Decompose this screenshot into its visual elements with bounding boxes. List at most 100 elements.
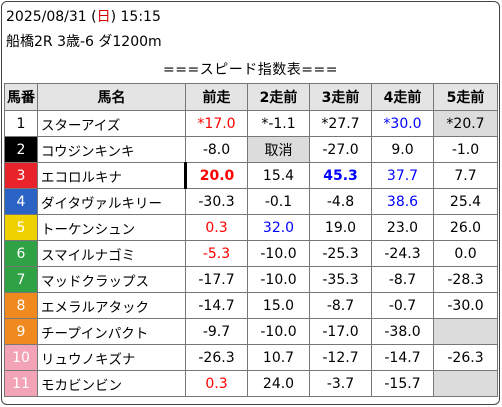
table-row: 3 エコロルキナ 20.0 15.4 45.3 37.7 7.7 bbox=[4, 162, 498, 189]
index-r2: -0.1 bbox=[247, 188, 310, 215]
horse-name: エメラルアタック bbox=[37, 292, 186, 319]
table-row: 10 リュウノキズナ -26.3 10.7 -12.7 -14.7 -26.3 bbox=[4, 344, 498, 371]
horse-name: モカビンビン bbox=[37, 370, 186, 397]
index-r2: 15.0 bbox=[247, 292, 310, 319]
horse-number: 10 bbox=[4, 344, 38, 371]
index-r2: 24.0 bbox=[247, 370, 310, 397]
index-r1: -17.7 bbox=[185, 266, 248, 293]
index-r2: 15.4 bbox=[247, 162, 310, 189]
index-r3: 19.0 bbox=[309, 214, 372, 241]
index-r1: -5.3 bbox=[185, 240, 248, 267]
col-header-r2: 2走前 bbox=[247, 83, 310, 111]
header-row: 馬番 馬名 前走 2走前 3走前 4走前 5走前 bbox=[4, 83, 498, 111]
index-r3: *27.7 bbox=[309, 110, 372, 137]
index-r1: -8.0 bbox=[185, 136, 248, 163]
index-r5 bbox=[433, 318, 498, 345]
index-r5: 25.4 bbox=[433, 188, 498, 215]
index-r4: -14.7 bbox=[371, 344, 434, 371]
table-row: 6 スマイルナゴミ -5.3 -10.0 -25.3 -24.3 0.0 bbox=[4, 240, 498, 267]
horse-number: 9 bbox=[4, 318, 38, 345]
table-row: 9 チープインパクト -9.7 -10.0 -17.0 -38.0 bbox=[4, 318, 498, 345]
col-header-name: 馬名 bbox=[37, 83, 186, 111]
index-r3: -4.8 bbox=[309, 188, 372, 215]
horse-number: 6 bbox=[4, 240, 38, 267]
table-row: 5 トーケンシュン 0.3 32.0 19.0 23.0 26.0 bbox=[4, 214, 498, 241]
table-title: ===スピード指数表=== bbox=[163, 62, 338, 78]
time-text: ) 15:15 bbox=[110, 9, 161, 25]
index-r4: 9.0 bbox=[371, 136, 434, 163]
index-r3: -25.3 bbox=[309, 240, 372, 267]
index-r3: -8.7 bbox=[309, 292, 372, 319]
speed-index-table: 馬番 馬名 前走 2走前 3走前 4走前 5走前 1 スターアイズ *17.0 … bbox=[4, 83, 498, 397]
horse-number: 3 bbox=[4, 162, 38, 189]
date-text: 2025/08/31 ( bbox=[6, 9, 97, 25]
index-r5: -30.0 bbox=[433, 292, 498, 319]
horse-number: 7 bbox=[4, 266, 38, 293]
index-r2: -10.0 bbox=[247, 266, 310, 293]
index-r1: -26.3 bbox=[185, 344, 248, 371]
horse-number: 11 bbox=[4, 370, 38, 397]
horse-name: コウジンキンキ bbox=[37, 136, 186, 163]
index-r3: -27.0 bbox=[309, 136, 372, 163]
weekday-text: 日 bbox=[96, 9, 111, 25]
table-row: 1 スターアイズ *17.0 *-1.1 *27.7 *30.0 *20.7 bbox=[4, 110, 498, 137]
horse-name: トーケンシュン bbox=[37, 214, 186, 241]
index-r2: -10.0 bbox=[247, 240, 310, 267]
col-header-r1: 前走 bbox=[185, 83, 248, 111]
col-header-r3: 3走前 bbox=[309, 83, 372, 111]
index-r5 bbox=[433, 370, 498, 397]
index-r5: -1.0 bbox=[433, 136, 498, 163]
horse-name: スマイルナゴミ bbox=[37, 240, 186, 267]
col-header-r5: 5走前 bbox=[433, 83, 498, 111]
horse-number: 5 bbox=[4, 214, 38, 241]
index-r3: 45.3 bbox=[309, 162, 372, 189]
index-r2: -10.0 bbox=[247, 318, 310, 345]
table-row: 7 マッドクラップス -17.7 -10.0 -35.3 -8.7 -28.3 bbox=[4, 266, 498, 293]
index-r4: -24.3 bbox=[371, 240, 434, 267]
horse-name: スターアイズ bbox=[37, 110, 186, 137]
horse-number: 1 bbox=[4, 110, 38, 137]
index-r1: *17.0 bbox=[185, 110, 248, 137]
horse-name: マッドクラップス bbox=[37, 266, 186, 293]
table-row: 8 エメラルアタック -14.7 15.0 -8.7 -0.7 -30.0 bbox=[4, 292, 498, 319]
index-r1: -14.7 bbox=[185, 292, 248, 319]
index-r2: *-1.1 bbox=[247, 110, 310, 137]
index-r1: 20.0 bbox=[184, 162, 248, 189]
index-r2: 取消 bbox=[247, 136, 310, 163]
index-r1: -30.3 bbox=[185, 188, 248, 215]
index-r4: 38.6 bbox=[371, 188, 434, 215]
col-header-r4: 4走前 bbox=[371, 83, 434, 111]
index-r4: 37.7 bbox=[371, 162, 434, 189]
index-r4: -38.0 bbox=[371, 318, 434, 345]
table-row: 4 ダイタヴァルキリー -30.3 -0.1 -4.8 38.6 25.4 bbox=[4, 188, 498, 215]
index-r3: -17.0 bbox=[309, 318, 372, 345]
index-r5: *20.7 bbox=[433, 110, 498, 137]
horse-name: チープインパクト bbox=[37, 318, 186, 345]
col-header-num: 馬番 bbox=[4, 83, 38, 111]
horse-name: リュウノキズナ bbox=[37, 344, 186, 371]
horse-number: 8 bbox=[4, 292, 38, 319]
index-r4: 23.0 bbox=[371, 214, 434, 241]
index-r4: -8.7 bbox=[371, 266, 434, 293]
horse-name: エコロルキナ bbox=[37, 162, 186, 189]
index-r1: -9.7 bbox=[185, 318, 248, 345]
index-r5: 7.7 bbox=[433, 162, 498, 189]
horse-number: 2 bbox=[4, 136, 38, 163]
table-row: 2 コウジンキンキ -8.0 取消 -27.0 9.0 -1.0 bbox=[4, 136, 498, 163]
horse-number: 4 bbox=[4, 188, 38, 215]
index-r5: -28.3 bbox=[433, 266, 498, 293]
index-r2: 10.7 bbox=[247, 344, 310, 371]
index-r3: -35.3 bbox=[309, 266, 372, 293]
index-r5: 26.0 bbox=[433, 214, 498, 241]
race-info: 船橋2R 3歳-6 ダ1200m bbox=[6, 34, 162, 50]
horse-name: ダイタヴァルキリー bbox=[37, 188, 186, 215]
index-r4: *30.0 bbox=[371, 110, 434, 137]
index-r3: -12.7 bbox=[309, 344, 372, 371]
index-r2: 32.0 bbox=[247, 214, 310, 241]
index-r5: -26.3 bbox=[433, 344, 498, 371]
index-r3: -3.7 bbox=[309, 370, 372, 397]
index-r4: -15.7 bbox=[371, 370, 434, 397]
index-r1: 0.3 bbox=[185, 370, 248, 397]
index-r1: 0.3 bbox=[185, 214, 248, 241]
